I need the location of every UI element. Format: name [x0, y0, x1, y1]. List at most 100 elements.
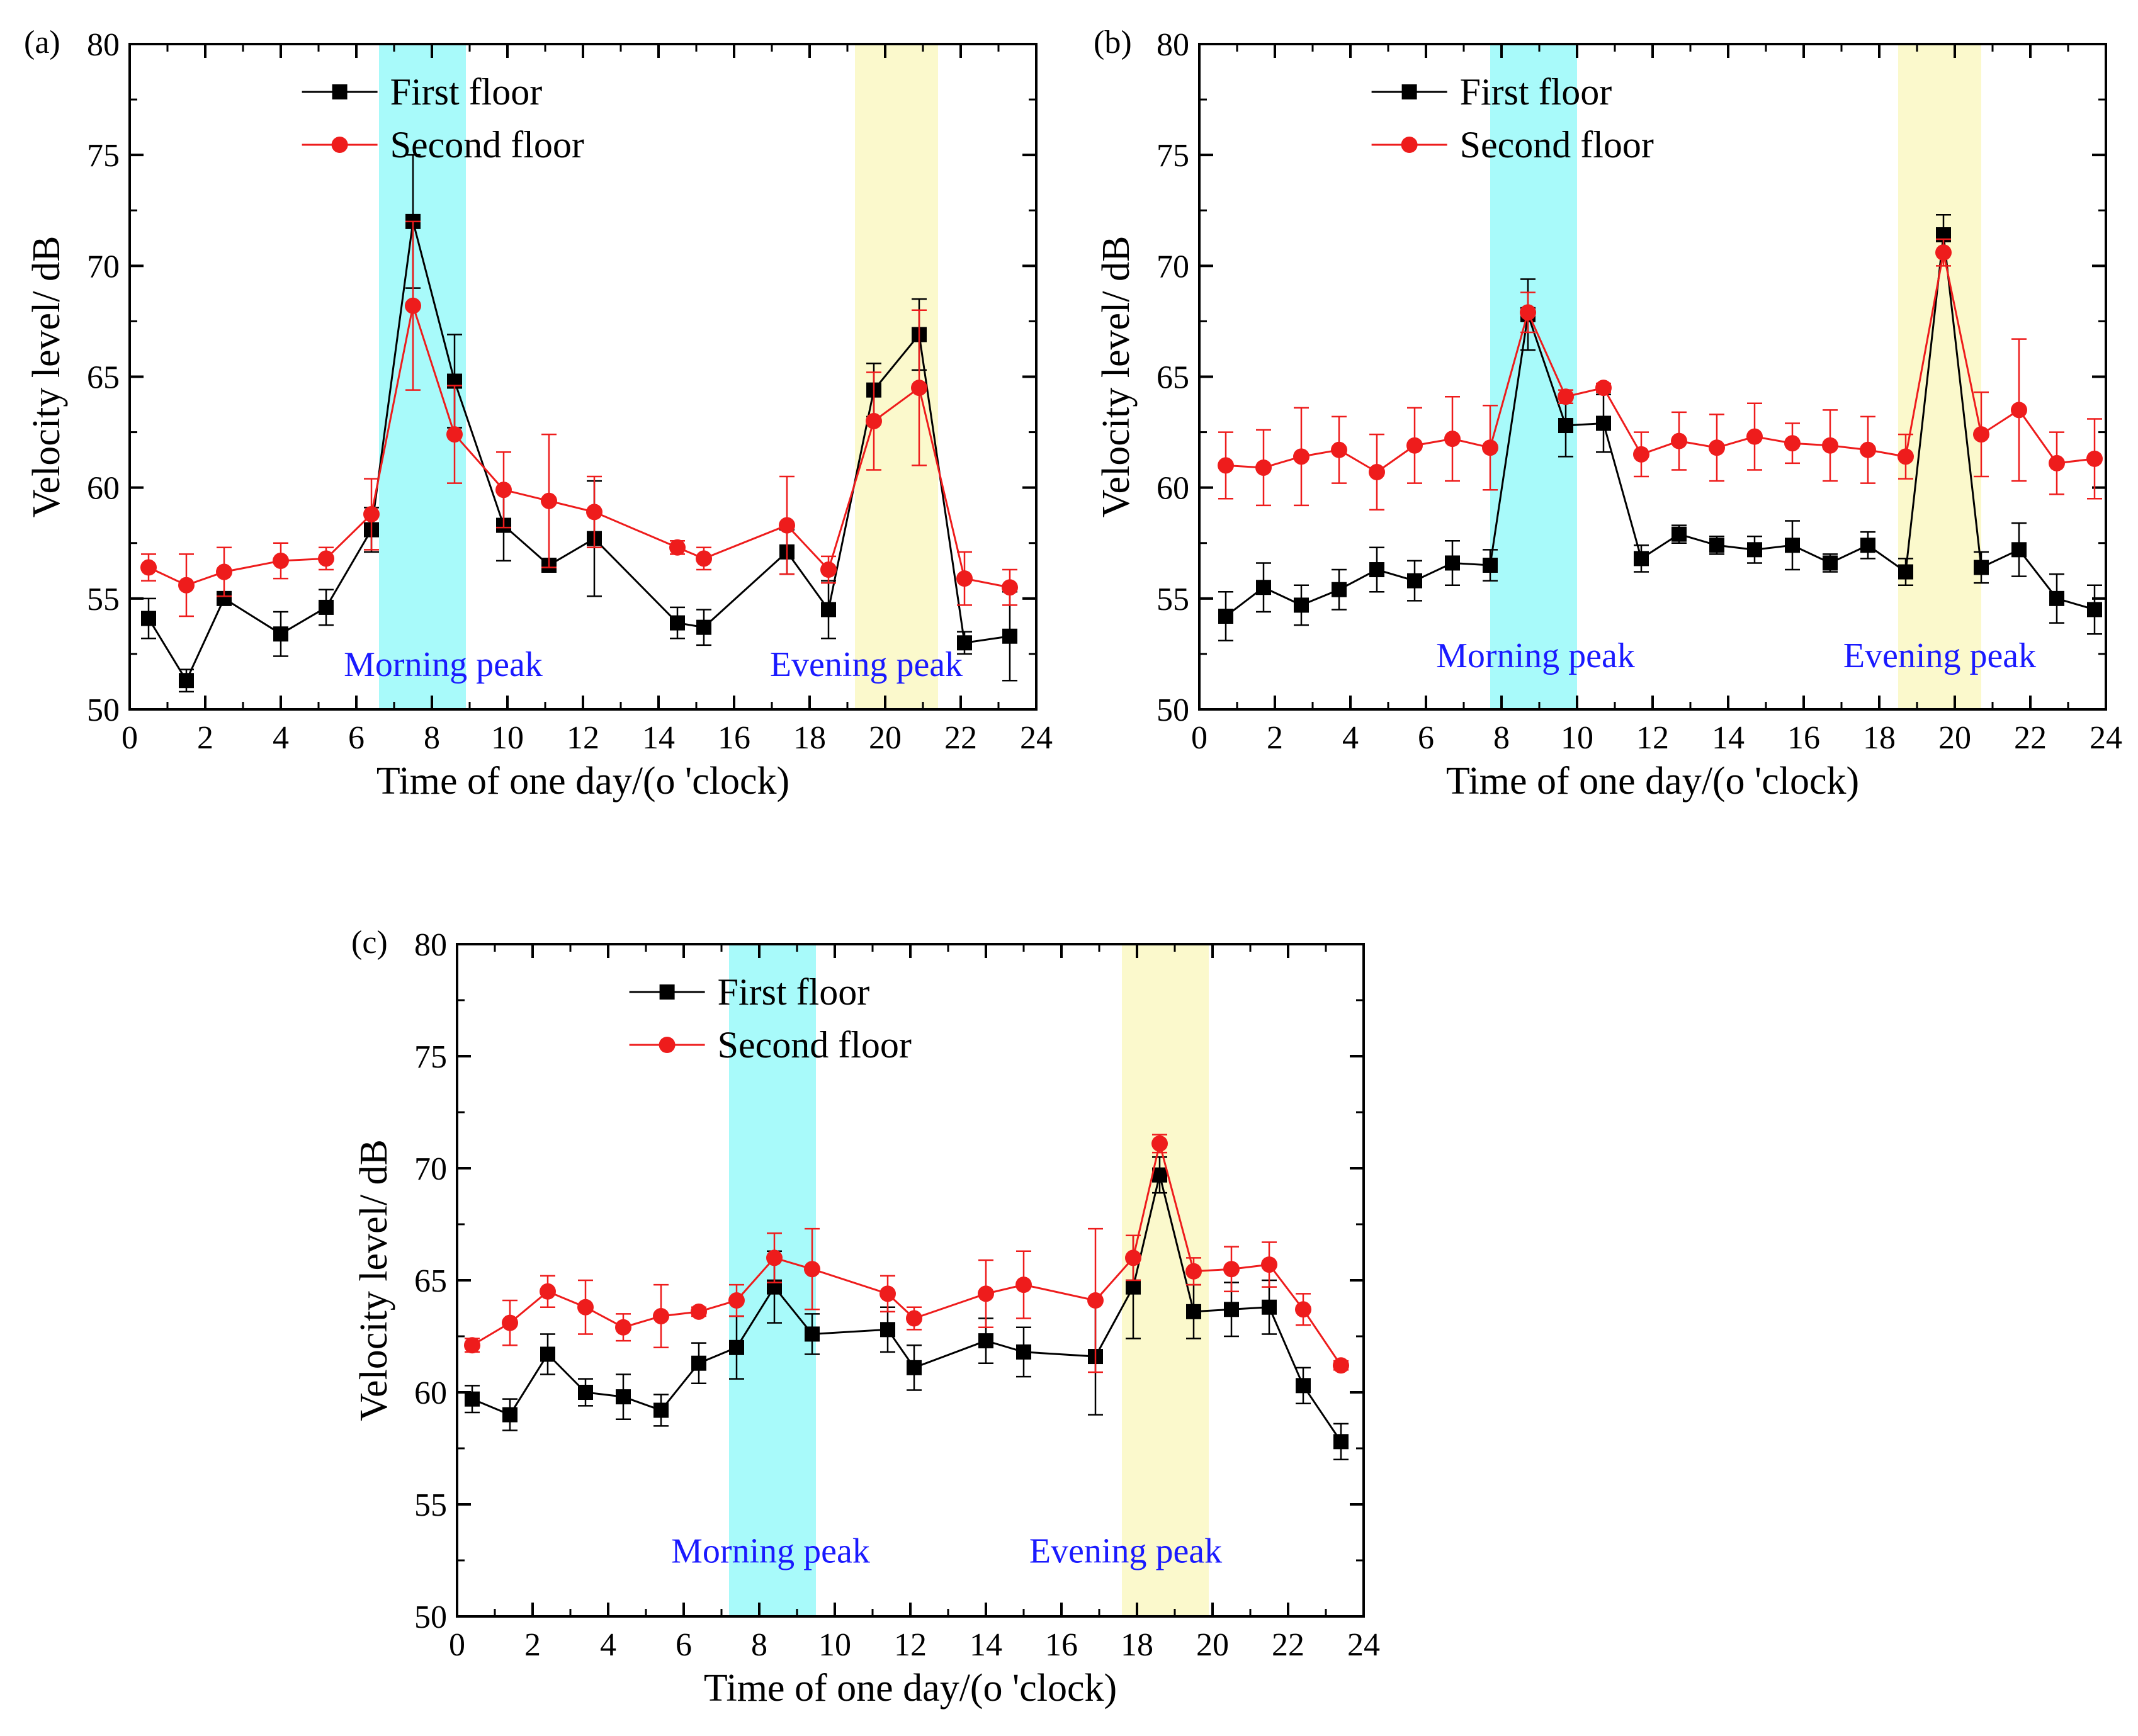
data-point: [502, 1314, 518, 1331]
x-tick-label: 0: [1191, 720, 1208, 756]
data-point: [1223, 1261, 1240, 1278]
data-point: [1333, 1357, 1349, 1374]
data-point: [1483, 557, 1498, 573]
x-tick-label: 4: [600, 1627, 616, 1663]
data-point: [1785, 538, 1800, 553]
x-tick-label: 22: [1272, 1627, 1304, 1663]
series-second-floor: [140, 220, 1018, 617]
data-point: [691, 1355, 706, 1371]
data-point: [2086, 450, 2103, 467]
data-point: [2011, 402, 2027, 419]
y-tick-label: 80: [87, 27, 120, 63]
y-tick-label: 55: [414, 1487, 447, 1523]
data-point: [1262, 1299, 1277, 1315]
data-point: [978, 1333, 993, 1349]
x-axis-label: Time of one day/(o 'clock): [376, 760, 789, 803]
data-point: [1185, 1263, 1202, 1280]
data-point: [1224, 1302, 1239, 1317]
x-tick-label: 4: [273, 720, 289, 756]
y-tick-label: 70: [1157, 249, 1189, 285]
x-tick-label: 14: [642, 720, 675, 756]
data-point: [465, 1391, 480, 1407]
legend: First floor Second floor: [302, 71, 584, 166]
data-point: [2049, 454, 2065, 471]
data-point: [1898, 448, 1914, 465]
data-point: [1595, 380, 1612, 397]
data-point: [1633, 446, 1649, 463]
morning-peak-band: [1490, 44, 1577, 709]
x-tick-label: 24: [1020, 720, 1053, 756]
data-point: [1558, 418, 1573, 434]
data-point: [216, 563, 232, 580]
data-point: [1296, 1378, 1311, 1394]
data-point: [1125, 1249, 1141, 1266]
y-tick-label: 75: [414, 1039, 447, 1075]
data-point: [1293, 448, 1309, 465]
data-point: [318, 550, 334, 567]
evening-peak-label: Evening peak: [1843, 636, 2036, 675]
data-point: [1002, 579, 1018, 596]
x-tick-label: 12: [894, 1627, 927, 1663]
x-tick-label: 16: [1787, 720, 1820, 756]
data-point: [1406, 437, 1423, 454]
y-tick-label: 65: [1157, 360, 1189, 396]
data-point: [1295, 1301, 1311, 1318]
data-point: [911, 380, 927, 397]
data-point: [978, 1285, 994, 1302]
x-tick-label: 8: [424, 720, 440, 756]
x-tick-label: 8: [1493, 720, 1510, 756]
x-tick-label: 8: [751, 1627, 767, 1663]
legend-label: First floor: [1460, 71, 1612, 113]
data-point: [805, 1326, 820, 1342]
evening-peak-band: [1898, 44, 1981, 709]
x-tick-label: 16: [1045, 1627, 1078, 1663]
data-point: [1709, 538, 1724, 553]
series-line: [472, 1143, 1342, 1367]
legend-label: Second floor: [390, 124, 584, 166]
morning-peak-label: Morning peak: [671, 1532, 870, 1571]
data-point: [669, 539, 686, 556]
data-point: [1087, 1292, 1104, 1309]
data-point: [502, 1407, 518, 1423]
x-tick-label: 4: [1342, 720, 1359, 756]
x-tick-label: 10: [818, 1627, 851, 1663]
x-tick-label: 24: [1347, 1627, 1380, 1663]
data-point: [820, 561, 837, 578]
data-point: [1333, 1434, 1349, 1450]
data-point: [696, 619, 711, 635]
data-point: [1002, 628, 1017, 644]
x-tick-label: 6: [676, 1627, 692, 1663]
x-tick-label: 22: [2014, 720, 2047, 756]
data-point: [1784, 435, 1801, 452]
data-point: [1973, 426, 1989, 443]
data-point: [1520, 304, 1536, 321]
data-point: [1152, 1167, 1167, 1183]
data-point: [670, 615, 685, 631]
x-tick-label: 12: [567, 720, 599, 756]
y-axis-label: Velocity level/ dB: [353, 1139, 395, 1421]
y-tick-label: 65: [414, 1263, 447, 1299]
data-point: [179, 673, 194, 689]
data-point: [906, 1310, 922, 1327]
x-tick-label: 2: [524, 1627, 541, 1663]
data-point: [1331, 441, 1347, 458]
legend-marker: [1401, 84, 1417, 99]
data-point: [804, 1261, 820, 1278]
x-tick-label: 10: [1561, 720, 1593, 756]
x-axis-label: Time of one day/(o 'clock): [704, 1667, 1117, 1710]
data-point: [615, 1319, 631, 1336]
data-point: [907, 1360, 922, 1375]
x-tick-label: 14: [970, 1627, 1002, 1663]
data-point: [1445, 555, 1460, 571]
morning-peak-label: Morning peak: [344, 645, 543, 684]
data-point: [779, 517, 795, 534]
data-point: [363, 505, 380, 522]
y-tick-label: 60: [1157, 471, 1189, 507]
data-point: [1823, 555, 1838, 571]
x-tick-label: 18: [1863, 720, 1896, 756]
x-tick-label: 0: [449, 1627, 465, 1663]
data-point: [578, 1385, 593, 1400]
